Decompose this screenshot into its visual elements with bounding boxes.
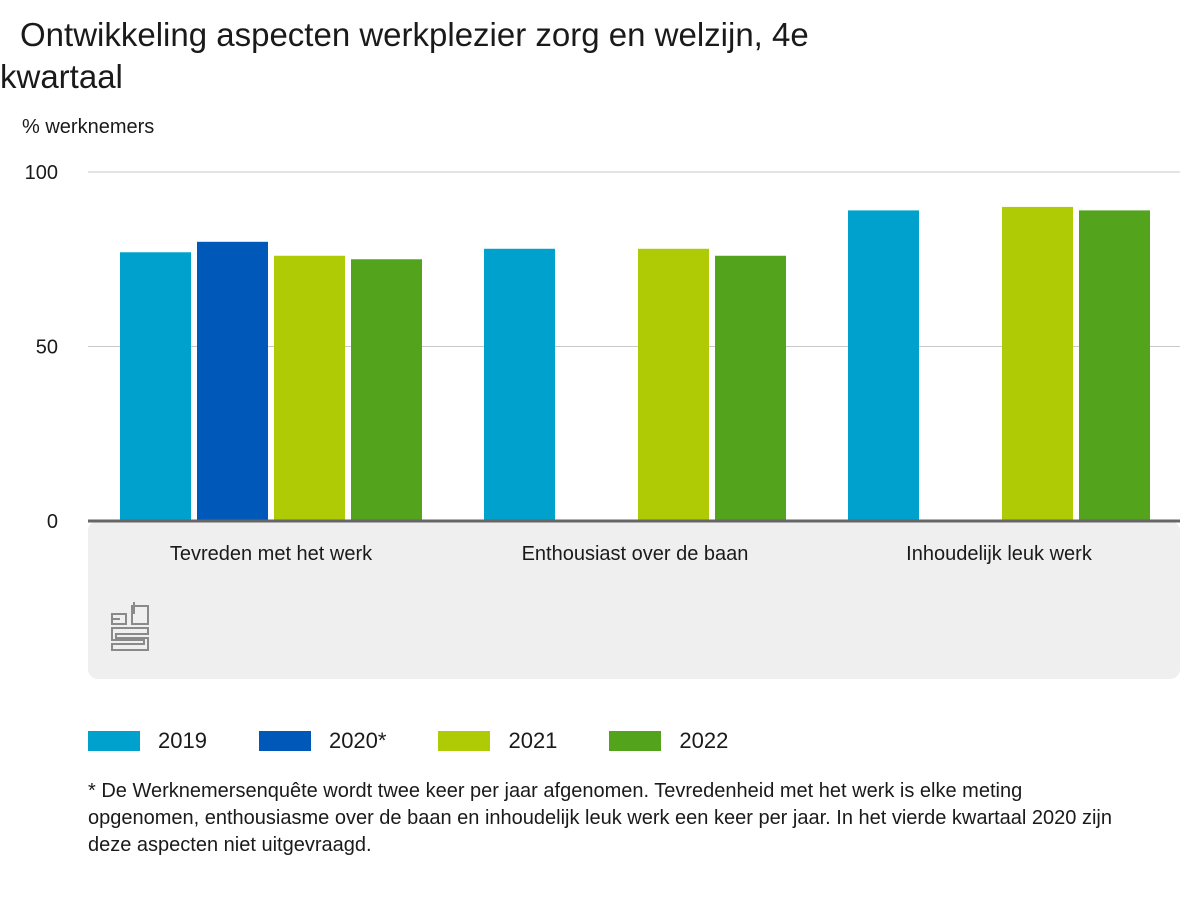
legend-swatch [609,731,662,751]
legend-item: 2019 [88,728,207,754]
bar-2021-0 [274,255,345,521]
legend-label: 2021 [508,728,558,753]
legend-swatch [88,731,140,751]
cbs-logo-icon [111,602,149,651]
x-category-label: Enthousiast over de baan [522,543,749,565]
y-tick-label: 50 [36,337,58,359]
legend: 2019 2020* 2021 2022 [88,728,780,754]
x-category-label: Tevreden met het werk [170,543,373,565]
bar-chart: 0 50 100 Tevreden met het werk Enthousiast … [25,162,1180,679]
chart-title: Ontwikkeling aspecten werkplezier zorg e… [0,16,809,95]
y-tick-label: 100 [25,162,58,184]
legend-label: 2019 [158,728,207,753]
bar-2019-1 [484,248,555,521]
bar-2019-2 [848,210,919,521]
bar-2022-2 [1079,210,1150,521]
legend-item: 2020* [258,728,387,754]
bar-2021-1 [638,248,709,521]
bar-2022-1 [715,255,786,521]
legend-item: 2021 [438,728,557,754]
footnote: * De Werknemersenquête wordt twee keer p… [88,780,1112,856]
bar-2022-0 [351,259,422,521]
legend-swatch [438,731,491,751]
y-axis-label: % werknemers [22,116,155,138]
legend-item: 2022 [609,728,728,754]
bar-2020-0 [197,241,268,522]
category-band-background [88,521,1180,679]
legend-label: 2020* [328,728,387,753]
x-category-label: Inhoudelijk leuk werk [906,543,1093,565]
y-tick-label: 0 [47,511,58,533]
legend-swatch [258,731,311,751]
legend-label: 2022 [679,728,729,753]
bar-2019-0 [120,252,191,521]
bar-2021-2 [1002,206,1073,521]
